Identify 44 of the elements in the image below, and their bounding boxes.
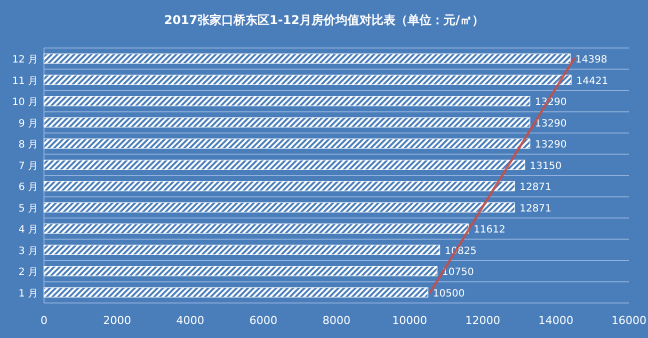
data-label: 11612 xyxy=(474,224,506,236)
data-label: 13290 xyxy=(534,118,567,130)
bar xyxy=(44,74,572,85)
y-tick-label: 1 月 xyxy=(18,288,38,300)
bar xyxy=(44,287,428,298)
y-tick-label: 9 月 xyxy=(18,118,38,130)
data-label: 14421 xyxy=(576,76,608,87)
data-label: 10500 xyxy=(432,288,465,300)
bar xyxy=(44,138,530,149)
bar xyxy=(44,224,469,234)
bar xyxy=(44,54,571,64)
data-label: 13290 xyxy=(534,140,567,151)
y-tick-label: 8 月 xyxy=(18,140,38,151)
x-tick-label: 8000 xyxy=(322,314,350,327)
x-tick-label: 10000 xyxy=(392,314,428,327)
y-tick-label: 10 月 xyxy=(12,97,38,108)
y-tick-label: 6 月 xyxy=(18,182,38,194)
x-tick-label: 6000 xyxy=(249,314,278,327)
bar xyxy=(44,202,515,212)
bar xyxy=(44,266,438,276)
x-tick-label: 12000 xyxy=(465,314,500,327)
data-label: 13150 xyxy=(530,160,562,172)
x-tick-label: 14000 xyxy=(538,314,574,327)
y-tick-label: 12 月 xyxy=(12,54,38,66)
data-label: 12871 xyxy=(520,182,552,194)
x-tick-label: 0 xyxy=(40,314,48,327)
x-tick-label: 2000 xyxy=(103,314,132,327)
chart-title: 2017张家口桥东区1-12月房价均值对比表（单位：元/㎡） xyxy=(164,13,484,27)
bar xyxy=(44,96,530,106)
y-tick-label: 7 月 xyxy=(18,160,38,172)
data-label: 14398 xyxy=(575,54,608,66)
y-tick-label: 11 月 xyxy=(12,76,38,87)
x-tick-label: 4000 xyxy=(176,314,204,327)
y-tick-label: 4 月 xyxy=(18,224,38,236)
bar xyxy=(44,160,526,170)
x-tick-label: 16000 xyxy=(612,314,646,327)
y-tick-label: 5 月 xyxy=(18,203,38,214)
y-tick-label: 3 月 xyxy=(18,246,38,257)
data-label: 12871 xyxy=(520,203,552,214)
data-label: 10750 xyxy=(442,267,474,278)
bar xyxy=(44,117,530,128)
y-tick-label: 2 月 xyxy=(18,267,38,278)
bar xyxy=(44,181,515,192)
bar xyxy=(44,244,440,255)
